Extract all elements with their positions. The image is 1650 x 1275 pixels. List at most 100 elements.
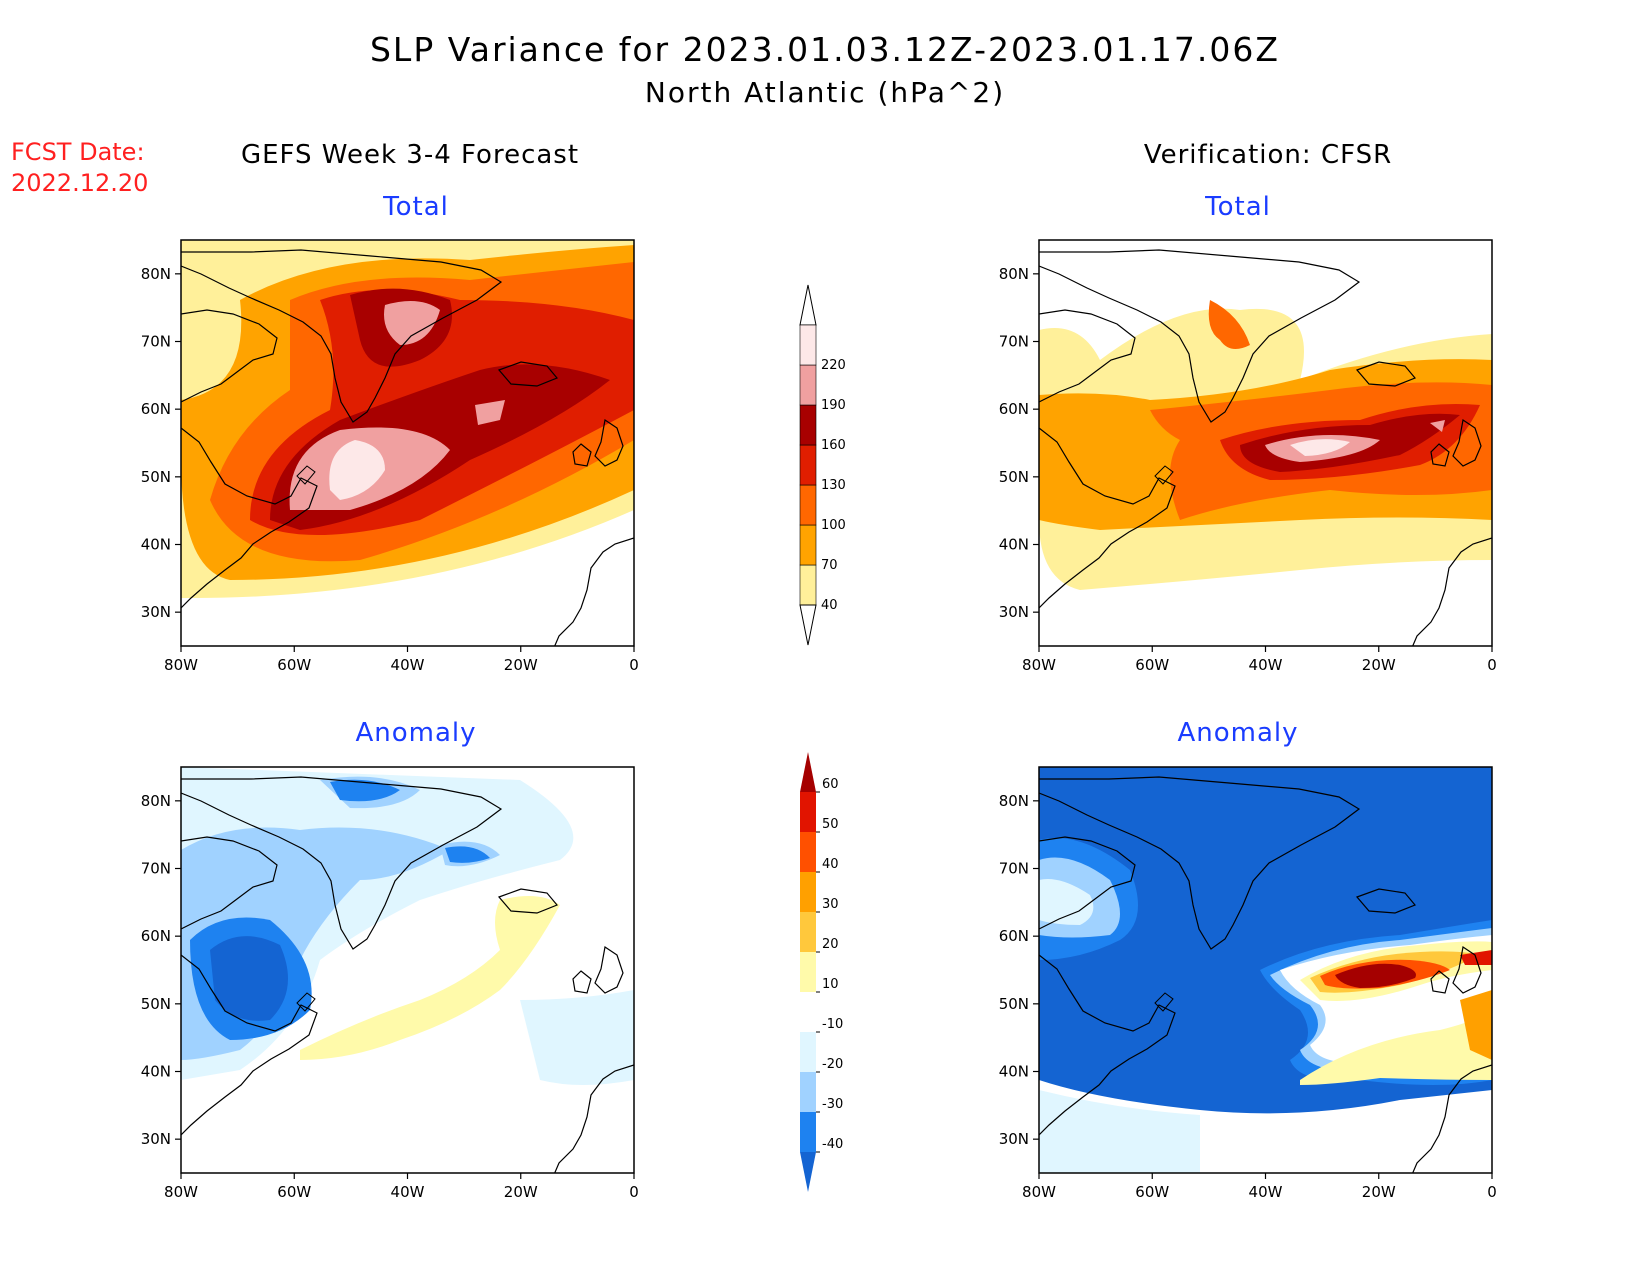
fcst-label: FCST Date: <box>11 138 145 166</box>
lon-label: 80W <box>164 1183 198 1201</box>
lon-label: 0 <box>1487 1183 1497 1201</box>
colorbar-swatch <box>800 1032 816 1072</box>
colorbar-level-label: 190 <box>821 398 846 413</box>
colorbar-level-label: 10 <box>822 977 839 992</box>
lon-label: 20W <box>1362 656 1396 674</box>
colorbar-level-label: -20 <box>822 1057 843 1072</box>
colorbar-end-bottom <box>800 1152 816 1192</box>
lon-label: 60W <box>1135 1183 1169 1201</box>
lon-label: 40W <box>391 1183 425 1201</box>
lat-label: 60N <box>999 400 1029 418</box>
lon-label: 20W <box>504 1183 538 1201</box>
map-cfsr-total <box>1039 240 1492 646</box>
lat-label: 50N <box>999 468 1029 486</box>
map-cfsr-anomaly <box>1039 767 1492 1173</box>
colorbar-total: 40 70 100 130 160 190 220 <box>799 284 846 646</box>
lon-label: 0 <box>629 1183 639 1201</box>
lat-label: 50N <box>141 468 171 486</box>
colorbar-level-label: 40 <box>821 598 838 613</box>
colorbar-swatch <box>799 404 817 446</box>
colorbar-swatch <box>799 324 817 366</box>
map-gefs-total <box>181 240 634 646</box>
colorbar-level-label: 30 <box>822 897 839 912</box>
lat-label: 30N <box>141 603 171 621</box>
colorbar-level-label: -10 <box>822 1017 843 1032</box>
lat-label: 40N <box>999 536 1029 554</box>
colorbar-swatch <box>799 524 817 566</box>
lat-label: 80N <box>141 792 171 810</box>
colorbar-end-top <box>799 284 817 326</box>
lat-label: 70N <box>141 860 171 878</box>
colorbar-level-label: 100 <box>821 518 846 533</box>
colorbar-swatch <box>800 1112 816 1152</box>
figure-subtitle: North Atlantic (hPa^2) <box>644 76 1006 109</box>
lon-label: 60W <box>1135 656 1169 674</box>
lon-label: 80W <box>1022 656 1056 674</box>
colorbar-swatch <box>799 364 817 406</box>
lat-label: 40N <box>141 536 171 554</box>
colorbar-swatch <box>800 872 816 912</box>
axes-layer: 80N 70N 60N 50N 40N 30N 80W 60W 40W 20W 0 80N 70N 60N… <box>141 265 1497 1201</box>
colorbar-level-label: 50 <box>822 817 839 832</box>
lat-label: 50N <box>999 995 1029 1013</box>
lon-label: 0 <box>1487 656 1497 674</box>
lat-label: 80N <box>141 265 171 283</box>
colorbar-swatch <box>800 992 816 1032</box>
colorbar-level-label: 60 <box>822 777 839 792</box>
colorbar-level-label: 70 <box>821 558 838 573</box>
lat-label: 40N <box>999 1063 1029 1081</box>
lon-label: 80W <box>1022 1183 1056 1201</box>
fcst-date: 2022.12.20 <box>11 169 149 197</box>
colorbar-level-label: 20 <box>822 937 839 952</box>
panel-subtitle-top-right: Total <box>1205 192 1271 222</box>
colorbar-level-label: -40 <box>822 1137 843 1152</box>
colorbar-swatch <box>799 564 817 606</box>
colorbar-swatch <box>800 912 816 952</box>
lat-label: 80N <box>999 265 1029 283</box>
lat-label: 60N <box>999 927 1029 945</box>
map-gefs-anomaly <box>181 767 634 1173</box>
lat-label: 50N <box>141 995 171 1013</box>
colorbar-swatch <box>800 952 816 992</box>
colorbar-level-label: 220 <box>821 358 846 373</box>
lon-label: 40W <box>1249 656 1283 674</box>
lon-label: 60W <box>277 1183 311 1201</box>
lat-label: 70N <box>141 333 171 351</box>
lon-label: 40W <box>391 656 425 674</box>
lon-label: 0 <box>629 656 639 674</box>
colorbar-swatch <box>799 484 817 526</box>
panel-subtitle-top-left: Total <box>383 192 449 222</box>
lon-label: 40W <box>1249 1183 1283 1201</box>
colorbar-level-label: 160 <box>821 438 846 453</box>
lat-label: 30N <box>141 1130 171 1148</box>
lat-label: 60N <box>141 400 171 418</box>
left-column-title: GEFS Week 3-4 Forecast <box>240 140 580 170</box>
colorbar-swatch <box>800 792 816 832</box>
lat-label: 70N <box>999 333 1029 351</box>
lat-label: 40N <box>141 1063 171 1081</box>
lat-label: 30N <box>999 603 1029 621</box>
colorbar-level-label: 40 <box>822 857 839 872</box>
figure-title: SLP Variance for 2023.01.03.12Z-2023.01.… <box>369 30 1281 69</box>
right-column-title: Verification: CFSR <box>1143 140 1393 170</box>
colorbar-level-label: -30 <box>822 1097 843 1112</box>
lon-label: 20W <box>504 656 538 674</box>
panel-subtitle-bottom-right: Anomaly <box>1177 718 1299 748</box>
lat-label: 60N <box>141 927 171 945</box>
lon-label: 20W <box>1362 1183 1396 1201</box>
colorbar-swatch <box>800 1072 816 1112</box>
lat-label: 70N <box>999 860 1029 878</box>
colorbar-level-label: 130 <box>821 478 846 493</box>
colorbar-swatch <box>800 832 816 872</box>
colorbar-end-bottom <box>799 604 817 646</box>
lat-label: 30N <box>999 1130 1029 1148</box>
lat-label: 80N <box>999 792 1029 810</box>
colorbar-anomaly: -40 -30 -20 -10 10 20 30 40 50 60 <box>800 752 843 1192</box>
lon-label: 80W <box>164 656 198 674</box>
colorbar-swatch <box>799 444 817 486</box>
lon-label: 60W <box>277 656 311 674</box>
panel-subtitle-bottom-left: Anomaly <box>355 718 477 748</box>
fcst-date-label: FCST Date: 2022.12.20 <box>11 137 148 199</box>
colorbar-end-top <box>800 752 816 792</box>
